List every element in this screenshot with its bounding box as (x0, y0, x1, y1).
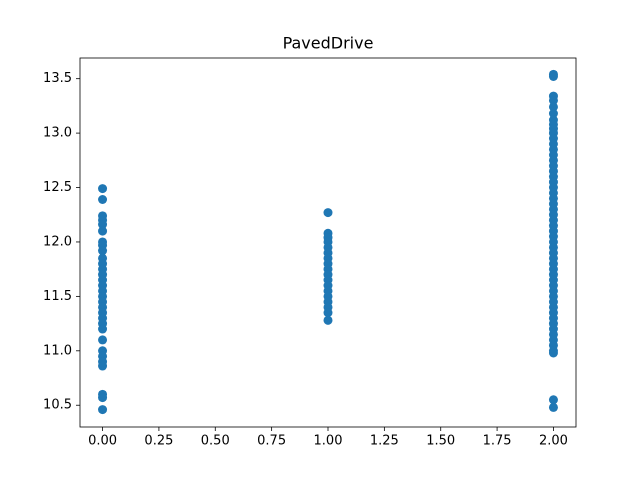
chart-title: PavedDrive (283, 34, 374, 53)
x-tick-label: 0.25 (144, 434, 173, 449)
point (98, 184, 108, 194)
y-tick-label: 12.0 (43, 234, 72, 249)
y-tick-label: 11.5 (43, 289, 72, 304)
point (98, 361, 108, 371)
point (98, 220, 108, 230)
point (323, 208, 333, 218)
point (548, 72, 558, 82)
x-tick-label: 1.00 (314, 434, 343, 449)
x-tick-label: 1.75 (483, 434, 512, 449)
x-tick-label: 0.50 (201, 434, 230, 449)
point (98, 405, 108, 415)
point (98, 195, 108, 205)
y-tick-label: 13.5 (43, 71, 72, 86)
plot-frame (79, 57, 577, 428)
y-tick-label: 13.0 (43, 126, 72, 141)
point (98, 324, 108, 334)
x-tick-label: 1.25 (370, 434, 399, 449)
point (548, 395, 558, 405)
y-tick-label: 10.5 (43, 398, 72, 413)
point (98, 226, 108, 236)
point (98, 246, 108, 256)
point (98, 335, 108, 345)
point (548, 95, 558, 105)
x-tick-label: 0.00 (88, 434, 117, 449)
y-tick-label: 12.5 (43, 180, 72, 195)
point (323, 308, 333, 318)
point (548, 102, 558, 112)
point (548, 402, 558, 412)
point (323, 315, 333, 325)
point (548, 109, 558, 119)
y-tick-label: 11.0 (43, 343, 72, 358)
point (548, 348, 558, 358)
x-tick-label: 2.00 (539, 434, 568, 449)
x-tick-label: 0.75 (257, 434, 286, 449)
x-tick-label: 1.50 (426, 434, 455, 449)
point (98, 393, 108, 403)
